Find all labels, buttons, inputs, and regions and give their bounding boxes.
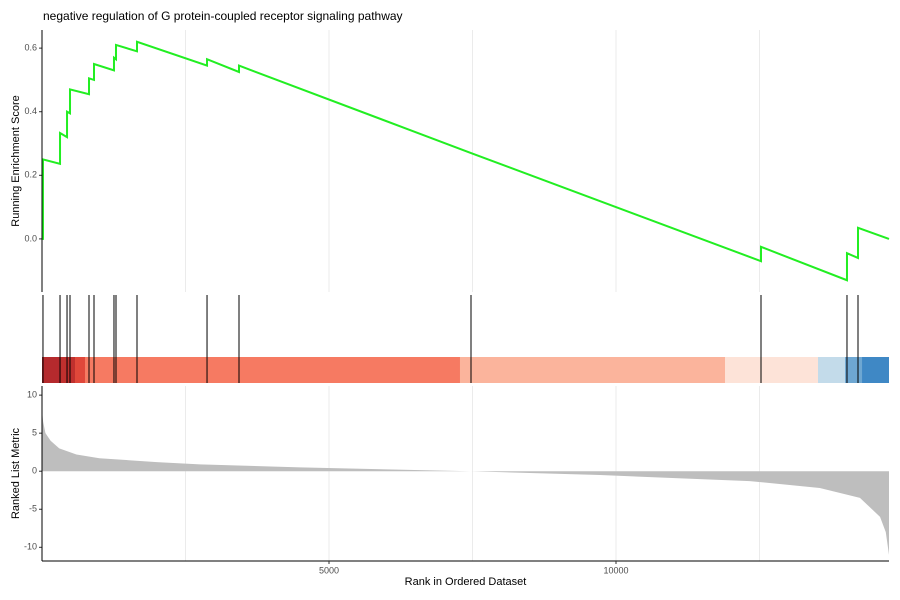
chart-title: negative regulation of G protein-coupled… <box>43 9 403 23</box>
x-axis-label: Rank in Ordered Dataset <box>405 576 527 588</box>
color-bar-segment <box>845 357 863 383</box>
y-tick-label: 0 <box>32 466 37 476</box>
color-bar-segment <box>817 357 846 383</box>
color-bar-segment <box>725 357 818 383</box>
y-tick-label: 5 <box>32 428 37 438</box>
running-score-line <box>41 40 890 282</box>
y-tick-label: 0.4 <box>24 106 37 116</box>
y-axis-label: Ranked List Metric <box>10 427 22 519</box>
color-bar-segment <box>75 357 85 383</box>
color-bar-segment <box>459 357 726 383</box>
y-tick-label: 0.0 <box>24 233 37 243</box>
y-tick-label: -5 <box>29 504 37 514</box>
ranked-metric-area <box>42 410 889 555</box>
color-bar-segment <box>84 357 460 383</box>
color-bar-segment <box>42 357 61 383</box>
y-tick-label: 0.6 <box>24 42 37 52</box>
y-tick-label: 10 <box>27 390 37 400</box>
color-bar-segment <box>862 357 889 383</box>
y-tick-label: 0.2 <box>24 170 37 180</box>
x-tick-label: 5000 <box>319 565 339 575</box>
x-tick-label: 10000 <box>603 565 628 575</box>
y-axis-label: Running Enrichment Score <box>10 95 22 226</box>
y-tick-label: -10 <box>24 542 37 552</box>
